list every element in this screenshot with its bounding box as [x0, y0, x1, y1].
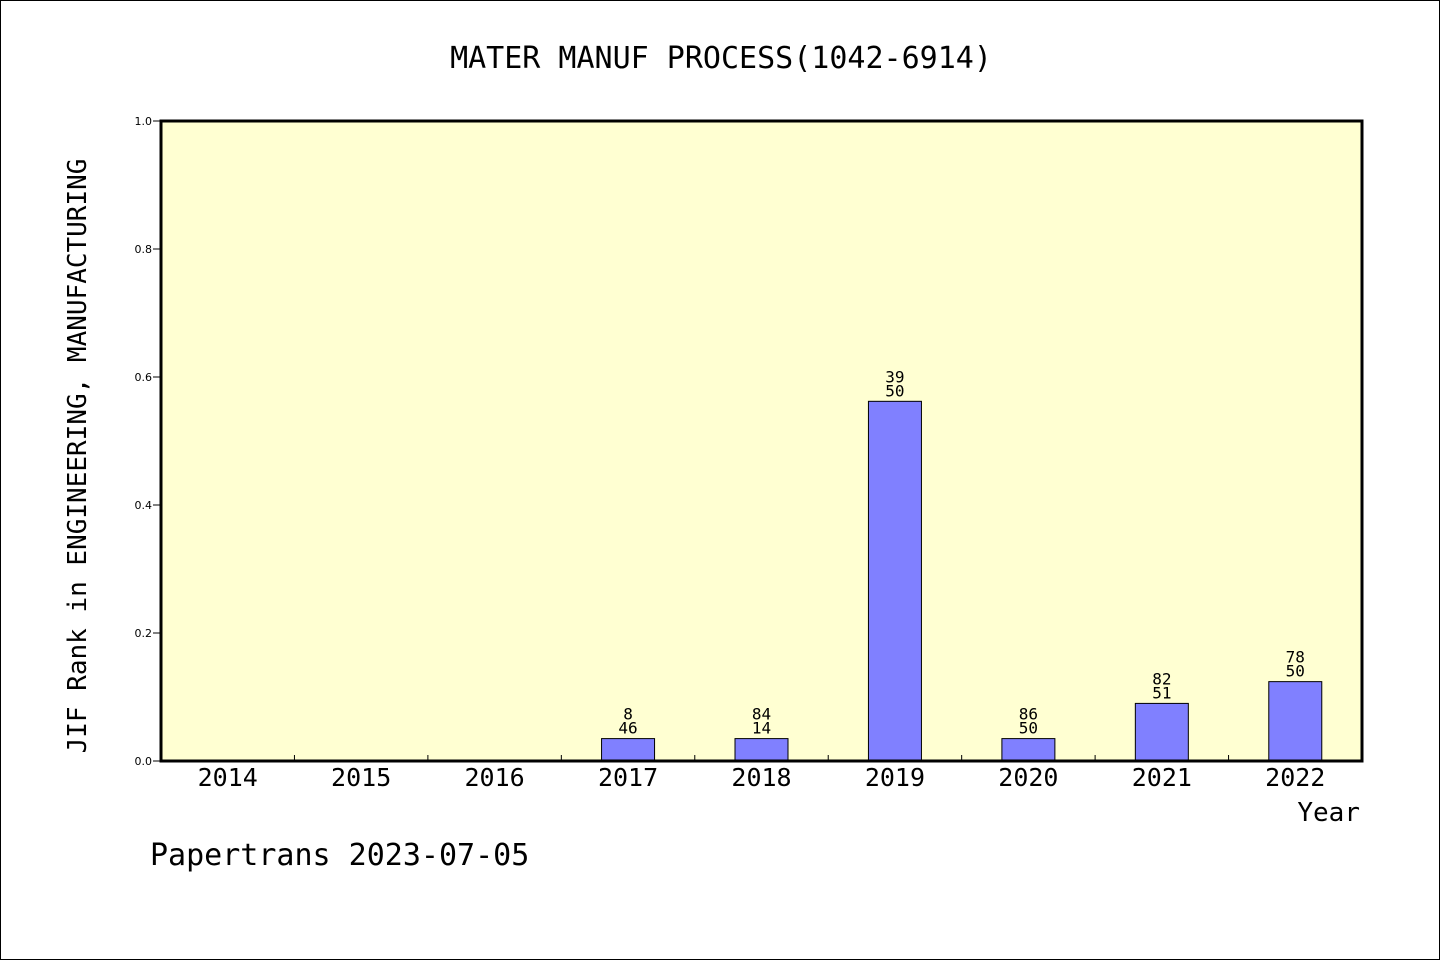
bar-label-top: 84	[752, 705, 771, 724]
bar-label-top: 82	[1152, 669, 1171, 688]
bar-label-top: 78	[1286, 648, 1305, 667]
x-axis: 2014 2015 2016 2017 2018 2019 2020 2021 2022	[198, 755, 1325, 792]
y-axis-label: JIF Rank in ENGINEERING, MANUFACTURING	[63, 159, 93, 754]
bar-label-bottom: 50	[885, 381, 904, 400]
x-tick-label: 2020	[998, 763, 1058, 792]
x-tick-label: 2014	[198, 763, 258, 792]
bar-label-bottom: 50	[1019, 719, 1038, 738]
x-tick-label: 2015	[331, 763, 391, 792]
bar-label-top: 8	[623, 705, 633, 724]
bar-2020	[1001, 738, 1056, 762]
x-axis-label: Year	[1297, 798, 1360, 828]
y-tick-label: 0.2	[135, 627, 153, 640]
x-tick-label: 2018	[731, 763, 791, 792]
x-tick-label: 2022	[1265, 763, 1325, 792]
y-tick-label: 0.8	[135, 243, 153, 256]
bar-label-bottom: 14	[752, 719, 771, 738]
x-tick-label: 2021	[1132, 763, 1192, 792]
bar-label-bottom: 50	[1286, 662, 1305, 681]
y-tick-label: 1.0	[135, 115, 153, 128]
y-axis: 0.0 0.2 0.4 0.6 0.8 1.0	[135, 115, 161, 768]
chart-title: MATER MANUF PROCESS(1042-6914)	[450, 41, 992, 76]
bar-label-bottom: 51	[1152, 683, 1171, 702]
plot-area	[161, 121, 1362, 761]
x-tick-label: 2016	[465, 763, 525, 792]
bar-2018	[734, 738, 789, 762]
bars-layer	[601, 400, 1323, 762]
y-tick-label: 0.6	[135, 371, 153, 384]
bar-2017	[601, 738, 656, 762]
x-tick-label: 2017	[598, 763, 658, 792]
plot-frame	[159, 119, 1364, 763]
y-tick-label: 0.0	[135, 755, 153, 768]
y-tick-label: 0.4	[135, 499, 153, 512]
bar-label-top: 39	[885, 367, 904, 386]
bar-label-bottom: 46	[618, 719, 637, 738]
bar-label-top: 86	[1019, 705, 1038, 724]
x-tick-label: 2019	[865, 763, 925, 792]
bar-2022	[1268, 681, 1323, 762]
bar-2021	[1134, 702, 1189, 762]
bar-2019	[867, 400, 922, 762]
footer-credit: Papertrans 2023-07-05	[150, 838, 529, 873]
